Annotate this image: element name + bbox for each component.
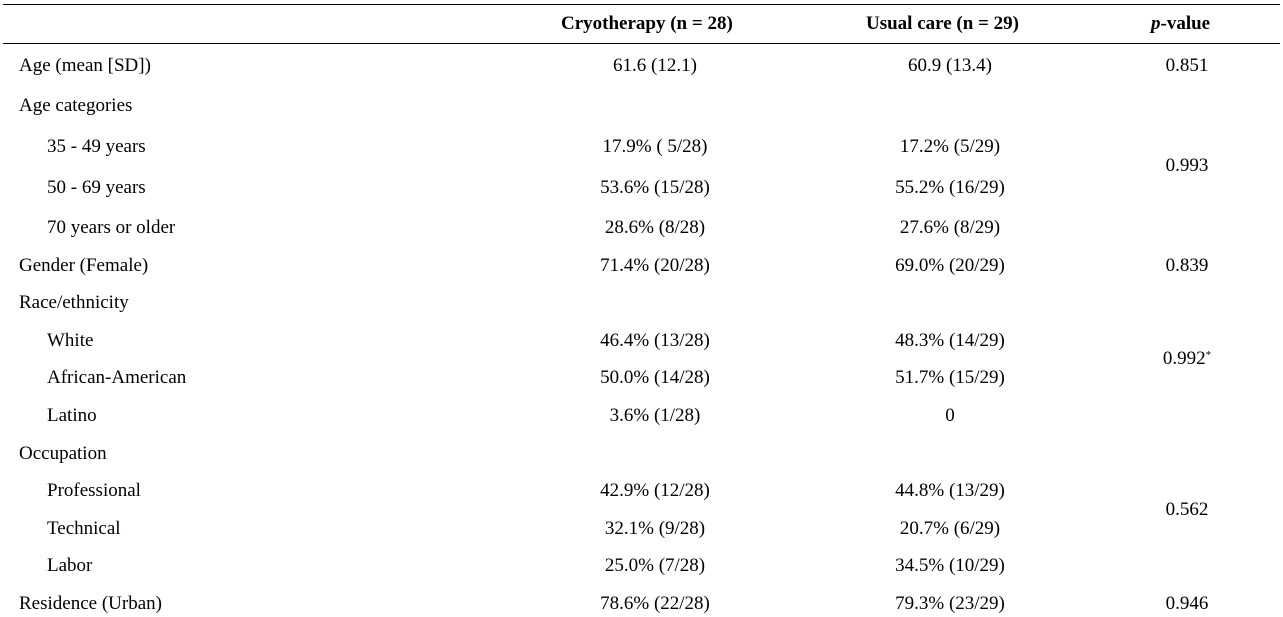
cell-cryotherapy: 71.4% (20/28) [600,255,710,276]
cell-usual-care: 17.2% (5/29) [899,136,1001,157]
cell-usual-care: 60.9 (13.4) [908,55,992,76]
cell-p-value: 0.562 [1165,499,1209,520]
row-label: Occupation [19,443,107,464]
header-p-italic: p [1151,13,1161,34]
table-top-rule [3,4,1280,5]
header-p-rest: -value [1160,13,1211,34]
cell-p-value: 0.992* [1163,348,1211,370]
cell-usual-care: 51.7% (15/29) [895,367,1005,388]
cell-cryotherapy: 25.0% (7/28) [604,555,706,576]
row-label: Labor [47,555,93,576]
cell-cryotherapy: 50.0% (14/28) [600,367,710,388]
cell-cryotherapy: 61.6 (12.1) [613,55,697,76]
p-value-text: 0.992 [1162,348,1206,369]
row-label: Age (mean [SD]) [19,55,151,76]
header-cryotherapy: Cryotherapy (n = 28) [561,13,733,34]
row-label: Residence (Urban) [19,593,162,614]
row-label: 70 years or older [47,217,176,238]
cell-usual-care: 20.7% (6/29) [899,518,1001,539]
cell-cryotherapy: 17.9% ( 5/28) [602,136,708,157]
row-label: Race/ethnicity [19,292,129,313]
row-label: Latino [47,405,97,426]
cell-p-value: 0.993 [1165,155,1209,176]
cell-usual-care: 55.2% (16/29) [895,177,1005,198]
row-label: 50 - 69 years [47,177,146,198]
header-usual-care: Usual care (n = 29) [866,13,1019,34]
cell-usual-care: 69.0% (20/29) [895,255,1005,276]
row-label: 35 - 49 years [47,136,146,157]
cell-usual-care: 48.3% (14/29) [895,330,1005,351]
cell-usual-care: 79.3% (23/29) [895,593,1005,614]
cell-cryotherapy: 78.6% (22/28) [600,593,710,614]
cell-p-value: 0.851 [1165,55,1209,76]
cell-cryotherapy: 3.6% (1/28) [609,405,701,426]
row-label: Age categories [19,95,133,116]
header-p-value: p-value [1151,13,1210,35]
table-header-rule [3,43,1280,44]
row-label: African-American [47,367,187,388]
cell-usual-care: 0 [945,405,955,426]
cell-cryotherapy: 53.6% (15/28) [600,177,710,198]
row-label: Technical [47,518,121,539]
row-label: Professional [47,480,141,501]
cell-cryotherapy: 42.9% (12/28) [600,480,710,501]
cell-cryotherapy: 32.1% (9/28) [604,518,706,539]
row-label: Gender (Female) [19,255,149,276]
p-value-footnote-mark: * [1205,349,1212,361]
cell-cryotherapy: 46.4% (13/28) [600,330,710,351]
cell-cryotherapy: 28.6% (8/28) [604,217,706,238]
row-label: White [47,330,94,351]
cell-p-value: 0.839 [1165,255,1209,276]
cell-usual-care: 27.6% (8/29) [899,217,1001,238]
cell-usual-care: 44.8% (13/29) [895,480,1005,501]
cell-p-value: 0.946 [1165,593,1209,614]
cell-usual-care: 34.5% (10/29) [895,555,1005,576]
